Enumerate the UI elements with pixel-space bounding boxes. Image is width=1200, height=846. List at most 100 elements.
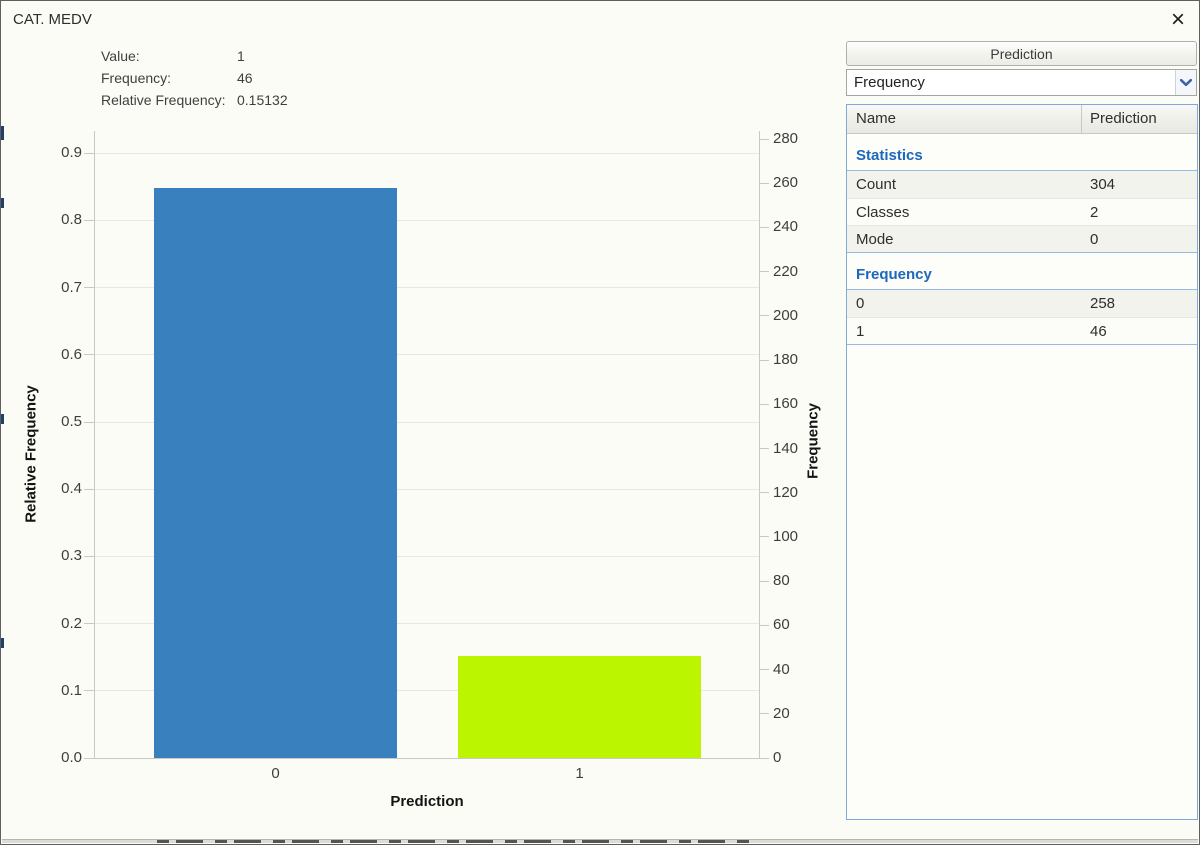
section-rows: 0 258 1 46	[847, 289, 1197, 345]
y-tick-label-right: 100	[773, 527, 799, 545]
bar-category-1[interactable]	[458, 656, 701, 758]
y-tick-label-right: 140	[773, 439, 799, 457]
bar-category-0[interactable]	[154, 188, 397, 758]
y-axis-tick-left	[84, 152, 94, 154]
frequency-bar-chart: Relative Frequency Frequency Prediction …	[1, 1, 846, 846]
y-tick-label-left: 0.6	[61, 345, 82, 363]
gridline	[94, 287, 759, 289]
y-axis-tick-right	[759, 713, 769, 715]
y-tick-label-right: 200	[773, 306, 799, 324]
y-axis-line-left	[94, 131, 95, 758]
y-axis-tick-right	[759, 580, 769, 582]
section-header-frequency: Frequency	[847, 261, 1197, 289]
y-tick-label-right: 280	[773, 130, 799, 148]
y-axis-tick-left	[84, 690, 94, 692]
row-value: 2	[1090, 204, 1099, 221]
bar-hover-tooltip: Value: 1 Frequency: 46 Relative Frequenc…	[101, 47, 288, 113]
gridline	[94, 488, 759, 490]
gridline	[94, 623, 759, 625]
y-axis-tick-right	[759, 315, 769, 317]
y-axis-tick-right	[759, 182, 769, 184]
y-tick-label-right: 40	[773, 660, 790, 678]
y-axis-tick-right	[759, 492, 769, 494]
screen-edge-artifact	[1, 414, 4, 424]
y-tick-label-right: 120	[773, 483, 799, 501]
row-name: Mode	[856, 231, 894, 248]
y-axis-tick-left	[84, 555, 94, 557]
y-tick-label-left: 0.3	[61, 547, 82, 565]
x-tick-label: 0	[271, 765, 280, 782]
y-axis-tick-right	[759, 669, 769, 671]
y-axis-tick-right	[759, 138, 769, 140]
column-header-prediction: Prediction	[1090, 110, 1157, 127]
gridline	[94, 555, 759, 557]
gridline	[94, 690, 759, 692]
table-header-row: Name Prediction	[847, 105, 1197, 134]
y-axis-tick-right	[759, 359, 769, 361]
gridline	[94, 421, 759, 423]
window-title: CAT. MEDV	[13, 11, 92, 28]
gridline	[94, 152, 759, 154]
chevron-down-icon[interactable]	[1175, 70, 1196, 95]
y-tick-label-left: 0.1	[61, 681, 82, 699]
screen-edge-artifact	[1, 638, 4, 648]
tooltip-value: 0.15132	[237, 92, 288, 108]
close-icon[interactable]: ×	[1164, 6, 1192, 34]
y-axis-tick-right	[759, 448, 769, 450]
y-tick-label-left: 0.2	[61, 614, 82, 632]
row-name: 0	[856, 295, 865, 312]
y-axis-tick-right	[759, 226, 769, 228]
tooltip-row: Relative Frequency: 0.15132	[101, 91, 288, 113]
y-tick-label-left: 0.7	[61, 278, 82, 296]
y-tick-label-right: 20	[773, 704, 790, 722]
measure-dropdown[interactable]: Frequency	[846, 69, 1197, 96]
y-tick-label-right: 60	[773, 616, 790, 634]
tooltip-value: 46	[237, 70, 253, 86]
y-axis-tick-left	[84, 623, 94, 625]
dropdown-selected-value: Frequency	[854, 74, 925, 91]
section-header-statistics: Statistics	[847, 142, 1197, 170]
y-axis-tick-right	[759, 271, 769, 273]
y-tick-label-right: 80	[773, 572, 790, 590]
x-tick-label: 1	[575, 765, 584, 782]
row-value: 0	[1090, 231, 1099, 248]
y-axis-tick-left	[84, 354, 94, 356]
tooltip-row: Value: 1	[101, 47, 288, 69]
y-axis-label-right: Frequency	[804, 403, 822, 479]
screen-edge-artifact	[1, 126, 4, 140]
y-tick-label-right: 160	[773, 395, 799, 413]
chevron-down-glyph	[1180, 78, 1192, 86]
y-tick-label-right: 220	[773, 262, 799, 280]
tooltip-value: 1	[237, 48, 245, 64]
y-axis-line-right	[759, 131, 760, 758]
y-axis-tick-left	[84, 488, 94, 490]
y-tick-label-left: 0.5	[61, 413, 82, 430]
y-axis-tick-left	[84, 287, 94, 289]
y-tick-label-left: 0.0	[61, 749, 82, 766]
gridline	[94, 219, 759, 221]
tooltip-row: Frequency: 46	[101, 69, 288, 91]
tooltip-label: Frequency:	[101, 70, 172, 86]
y-tick-label-right: 260	[773, 174, 799, 192]
screen-edge-artifact	[1, 198, 4, 208]
y-axis-tick-left	[84, 421, 94, 423]
tooltip-label: Relative Frequency:	[101, 92, 226, 108]
table-row: 1 46	[847, 317, 1197, 344]
y-axis-tick-right	[759, 536, 769, 538]
y-tick-label-right: 240	[773, 218, 799, 236]
table-row: Mode 0	[847, 225, 1197, 252]
clipped-text-artifact	[157, 840, 752, 843]
prediction-header-button[interactable]: Prediction	[846, 41, 1197, 66]
row-name: Count	[856, 176, 897, 193]
x-axis-label: Prediction	[390, 793, 464, 810]
y-tick-label-left: 0.9	[61, 144, 82, 162]
row-value: 46	[1090, 323, 1107, 340]
y-tick-label-right: 0	[773, 749, 782, 766]
y-tick-label-right: 180	[773, 351, 799, 369]
tooltip-label: Value:	[101, 48, 140, 64]
row-name: 1	[856, 323, 865, 340]
gridline	[94, 354, 759, 356]
table-row: 0 258	[847, 290, 1197, 317]
y-axis-tick-right	[759, 403, 769, 405]
